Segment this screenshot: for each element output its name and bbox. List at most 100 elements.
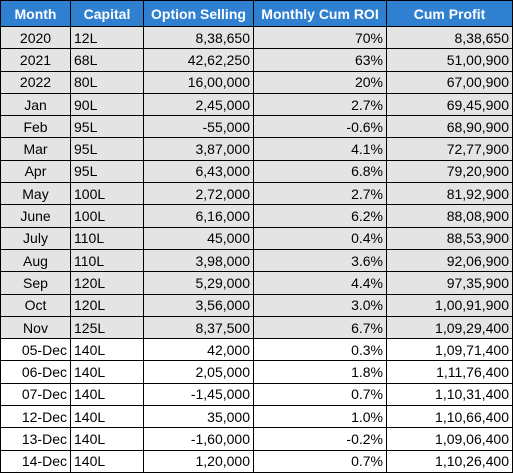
- table-cell: 8,38,650: [386, 25, 513, 50]
- table-cell: 42,62,250: [143, 48, 254, 72]
- table-cell: 79,20,900: [386, 159, 513, 184]
- table-cell: 1,20,000: [143, 449, 254, 473]
- table-cell: 1.0%: [253, 405, 387, 429]
- table-cell: 100L: [70, 204, 144, 228]
- table-cell: 8,37,500: [143, 315, 254, 340]
- table-row: 14-Dec 140L 1,20,000 0.7% 1,10,26,400: [0, 449, 513, 473]
- table-cell: 2020: [0, 25, 71, 50]
- table-cell: 1,09,29,400: [386, 315, 513, 340]
- table-cell: 1,10,31,400: [386, 382, 513, 407]
- table-cell: 14-Dec: [0, 449, 71, 473]
- table-cell: 120L: [70, 271, 144, 295]
- table-cell: Jan: [0, 92, 71, 117]
- table-cell: 20%: [253, 70, 387, 94]
- table-cell: 140L: [70, 360, 144, 384]
- table-cell: -1,45,000: [143, 382, 254, 407]
- table-cell: 6.8%: [253, 159, 387, 184]
- table-cell: 13-Dec: [0, 427, 71, 451]
- table-cell: 67,00,900: [386, 70, 513, 94]
- table-cell: 3,98,000: [143, 248, 254, 273]
- table-row: Apr 95L 6,43,000 6.8% 79,20,900: [0, 159, 513, 184]
- column-header: Month: [0, 0, 71, 27]
- table-row: May 100L 2,72,000 2.7% 81,92,900: [0, 182, 513, 206]
- table-row: 06-Dec 140L 2,05,000 1.8% 1,11,76,400: [0, 360, 513, 384]
- table-cell: 95L: [70, 159, 144, 184]
- table-cell: 88,08,900: [386, 204, 513, 228]
- column-header: Monthly Cum ROI: [253, 0, 387, 27]
- table-cell: 100L: [70, 182, 144, 206]
- table-cell: 1,11,76,400: [386, 360, 513, 384]
- table-cell: 1,09,06,400: [386, 427, 513, 451]
- table-cell: 63%: [253, 48, 387, 72]
- table-cell: Aug: [0, 248, 71, 273]
- table-cell: 140L: [70, 405, 144, 429]
- table-cell: 110L: [70, 226, 144, 250]
- table-cell: 06-Dec: [0, 360, 71, 384]
- table-cell: 1,00,91,900: [386, 293, 513, 317]
- table-cell: 05-Dec: [0, 338, 71, 362]
- table-cell: 3.0%: [253, 293, 387, 317]
- table-cell: 2.7%: [253, 182, 387, 206]
- table-cell: 3.6%: [253, 248, 387, 273]
- table-cell: 2,05,000: [143, 360, 254, 384]
- table-cell: 95L: [70, 115, 144, 139]
- table-cell: Mar: [0, 137, 71, 161]
- table-row: 12-Dec 140L 35,000 1.0% 1,10,66,400: [0, 405, 513, 429]
- table-cell: 125L: [70, 315, 144, 340]
- table-cell: 12-Dec: [0, 405, 71, 429]
- table-body: 2020 12L 8,38,650 70% 8,38,650 2021 68L 42,62,2…: [0, 25, 513, 473]
- table-cell: 2,72,000: [143, 182, 254, 206]
- table-cell: 35,000: [143, 405, 254, 429]
- table-cell: 16,00,000: [143, 70, 254, 94]
- table-cell: 6.7%: [253, 315, 387, 340]
- table-row: Sep 120L 5,29,000 4.4% 97,35,900: [0, 271, 513, 295]
- table-cell: 2,45,000: [143, 92, 254, 117]
- table-cell: 69,45,900: [386, 92, 513, 117]
- table-cell: 140L: [70, 338, 144, 362]
- table-row: Mar 95L 3,87,000 4.1% 72,77,900: [0, 137, 513, 161]
- column-header: Option Selling: [143, 0, 254, 27]
- table-cell: 45,000: [143, 226, 254, 250]
- table-cell: 3,56,000: [143, 293, 254, 317]
- table-cell: Nov: [0, 315, 71, 340]
- table-cell: 68,90,900: [386, 115, 513, 139]
- table-cell: 1.8%: [253, 360, 387, 384]
- table-cell: 0.7%: [253, 449, 387, 473]
- table-cell: 0.3%: [253, 338, 387, 362]
- table-row: Nov 125L 8,37,500 6.7% 1,09,29,400: [0, 315, 513, 340]
- table-cell: 4.4%: [253, 271, 387, 295]
- table-cell: 81,92,900: [386, 182, 513, 206]
- table-cell: 8,38,650: [143, 25, 254, 50]
- table-cell: 42,000: [143, 338, 254, 362]
- table-cell: 07-Dec: [0, 382, 71, 407]
- table-cell: Oct: [0, 293, 71, 317]
- table-cell: 97,35,900: [386, 271, 513, 295]
- table-cell: 92,06,900: [386, 248, 513, 273]
- table-cell: 12L: [70, 25, 144, 50]
- table-cell: 5,29,000: [143, 271, 254, 295]
- table-cell: 3,87,000: [143, 137, 254, 161]
- table-cell: July: [0, 226, 71, 250]
- table-cell: -0.6%: [253, 115, 387, 139]
- table-cell: -55,000: [143, 115, 254, 139]
- table-row: 05-Dec 140L 42,000 0.3% 1,09,71,400: [0, 338, 513, 362]
- table-cell: 4.1%: [253, 137, 387, 161]
- table-cell: 88,53,900: [386, 226, 513, 250]
- table-cell: 2022: [0, 70, 71, 94]
- table-cell: 70%: [253, 25, 387, 50]
- table-row: Oct 120L 3,56,000 3.0% 1,00,91,900: [0, 293, 513, 317]
- table-cell: 95L: [70, 137, 144, 161]
- table-cell: 2.7%: [253, 92, 387, 117]
- column-header: Capital: [70, 0, 144, 27]
- table-cell: 140L: [70, 427, 144, 451]
- table-row: Aug 110L 3,98,000 3.6% 92,06,900: [0, 248, 513, 273]
- table-cell: 110L: [70, 248, 144, 273]
- table-row: Feb 95L -55,000 -0.6% 68,90,900: [0, 115, 513, 139]
- table-cell: 6,43,000: [143, 159, 254, 184]
- table-cell: 6,16,000: [143, 204, 254, 228]
- table-cell: -0.2%: [253, 427, 387, 451]
- table-cell: 120L: [70, 293, 144, 317]
- table-cell: 80L: [70, 70, 144, 94]
